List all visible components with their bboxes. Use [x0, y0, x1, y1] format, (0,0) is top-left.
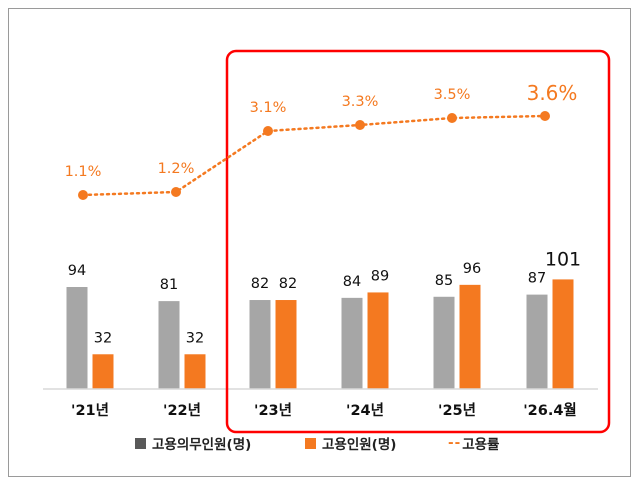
rate-value-label: 1.2%: [158, 161, 195, 177]
dashed-line-icon: --: [448, 435, 462, 451]
bar-value-label: 89: [371, 268, 389, 284]
bar-required: [158, 301, 180, 389]
bar-required: [66, 287, 88, 389]
bar-value-label: 84: [343, 274, 361, 290]
legend-label: 고용률: [462, 437, 500, 453]
category-label: '23년: [254, 402, 292, 419]
rate-point: [263, 126, 273, 136]
rate-value-label: 3.5%: [434, 87, 471, 103]
category-label: '22년: [163, 402, 201, 419]
bar-required: [526, 294, 548, 389]
category-label: '21년: [71, 402, 109, 419]
bar-required: [433, 296, 455, 389]
bar-value-label: 96: [463, 261, 481, 277]
bar-employed: [92, 354, 114, 389]
rate-point: [78, 190, 88, 200]
bar-value-label: 82: [279, 276, 297, 292]
bar-value-label: 82: [251, 276, 269, 292]
legend-item-required: 고용의무인원(명): [135, 433, 251, 453]
bar-employed: [459, 284, 481, 389]
bar-value-label: 32: [186, 330, 204, 346]
bar-value-label: 85: [435, 273, 453, 289]
legend: 고용의무인원(명) 고용인원(명) -- 고용률: [0, 433, 640, 457]
bar-employed: [552, 279, 574, 389]
rate-value-label: 3.6%: [527, 81, 578, 105]
rate-point: [355, 120, 365, 130]
square-icon: [305, 437, 316, 449]
rate-line-series: [78, 111, 550, 200]
rate-point: [540, 111, 550, 121]
rate-value-label: 3.1%: [250, 100, 287, 116]
rate-value-label: 1.1%: [65, 164, 102, 180]
bar-value-label: 101: [545, 248, 581, 270]
legend-label: 고용인원(명): [322, 437, 397, 453]
square-icon: [135, 437, 146, 449]
chart-frame: [8, 8, 631, 477]
rate-line: [81, 114, 547, 197]
bar-value-label: 94: [68, 263, 86, 279]
bar-required: [341, 297, 363, 389]
legend-item-rate: -- 고용률: [448, 433, 499, 453]
rate-value-label: 3.3%: [342, 94, 379, 110]
bar-employed: [184, 354, 206, 389]
bar-required: [249, 300, 271, 389]
bar-employed: [367, 292, 389, 389]
legend-label: 고용의무인원(명): [152, 437, 252, 453]
bar-value-label: 87: [528, 271, 546, 287]
bar-employed: [275, 300, 297, 389]
legend-item-employed: 고용인원(명): [305, 433, 396, 453]
category-label: '26.4월: [523, 402, 577, 419]
rate-value-labels: 1.1% 1.2% 3.1% 3.3% 3.5% 3.6%: [65, 81, 578, 180]
bar-value-label: 32: [94, 330, 112, 346]
category-label: '24년: [346, 402, 384, 419]
category-label: '25년: [438, 402, 476, 419]
bar-value-label: 81: [160, 277, 178, 293]
rate-point: [171, 187, 181, 197]
highlight-box: [225, 49, 611, 434]
rate-point: [447, 113, 457, 123]
category-labels: '21년 '22년 '23년 '24년 '25년 '26.4월: [71, 402, 577, 419]
bar-series: [66, 279, 574, 389]
